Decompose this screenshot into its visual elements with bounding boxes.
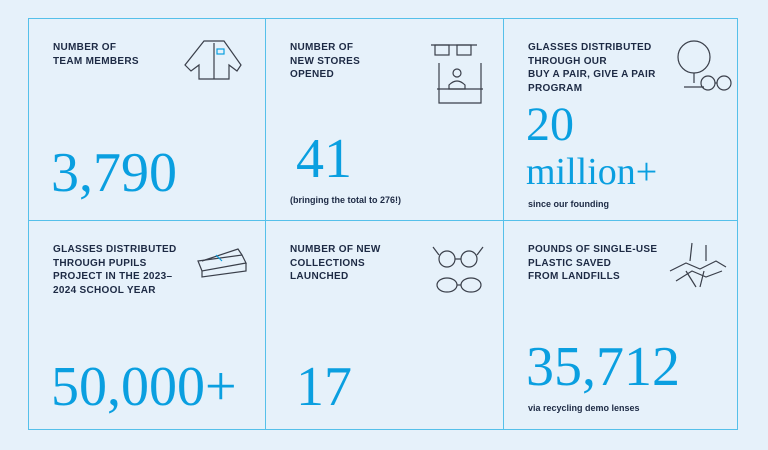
- stats-grid: Number of team members 3,790 Number of new…: [28, 18, 738, 430]
- stat-team-members: Number of team members 3,790: [29, 19, 266, 221]
- stat-value: 3,790: [51, 142, 177, 204]
- stat-caption: since our founding: [528, 199, 609, 209]
- stat-label-line: opened: [290, 69, 335, 80]
- stat-value: 41: [296, 128, 352, 190]
- stat-label-line: launched: [290, 271, 349, 282]
- stat-label: Number of team members: [53, 41, 139, 68]
- shirt-icon: [179, 37, 249, 88]
- stat-label-line: Glasses distributed: [53, 244, 177, 255]
- stat-collections: Number of new collections launched 17: [266, 221, 504, 429]
- stat-label: Glasses distributed through our Buy a Pair…: [528, 41, 656, 95]
- stat-label-line: new stores: [290, 55, 361, 67]
- stat-new-stores: Number of new stores opened 41 (bringing t…: [266, 19, 504, 221]
- stat-label-line: Number of: [53, 42, 117, 53]
- stat-label-line: team members: [53, 55, 139, 67]
- stat-label-line: collections: [290, 257, 365, 269]
- stat-label-line: program: [528, 82, 583, 94]
- stat-label: Glasses distributed through Pupils Project…: [53, 243, 177, 297]
- stat-label-line: Glasses distributed: [528, 42, 652, 53]
- stat-plastic-saved: Pounds of single-use plastic saved from la…: [504, 221, 737, 429]
- hands-icon: [666, 241, 730, 296]
- stat-label-line: Project in the 2023–: [53, 271, 173, 282]
- stat-label-line: 2024 school year: [53, 284, 156, 296]
- stat-buy-a-pair: Glasses distributed through our Buy a Pair…: [504, 19, 737, 221]
- stat-value: 35,712: [526, 336, 680, 398]
- stat-value: 50,000+: [51, 356, 237, 418]
- stat-label-line: from landfills: [528, 271, 620, 282]
- stat-value: 17: [296, 356, 352, 418]
- stat-label: Number of new stores opened: [290, 41, 360, 82]
- storefront-icon: [431, 39, 491, 110]
- stat-label-line: through Pupils: [53, 257, 147, 269]
- stat-label: Number of new collections launched: [290, 243, 381, 284]
- stat-value-line2: million+: [526, 151, 658, 193]
- stat-label-line: Buy a Pair, Give a Pair: [528, 69, 656, 80]
- stat-label-line: Pounds of single-use: [528, 244, 658, 255]
- stat-caption: via recycling demo lenses: [528, 403, 640, 413]
- globe-glasses-icon: [670, 37, 734, 102]
- stat-value-line1: 20: [526, 98, 574, 151]
- stat-caption: (bringing the total to 276!): [290, 195, 401, 205]
- stat-label-line: Number of: [290, 42, 354, 53]
- stat-label: Pounds of single-use plastic saved from la…: [528, 243, 657, 284]
- glasses-icon: [431, 241, 487, 302]
- books-icon: [194, 245, 250, 284]
- stat-pupils-project: Glasses distributed through Pupils Project…: [29, 221, 266, 429]
- stat-label-line: plastic saved: [528, 257, 612, 269]
- stat-label-line: Number of new: [290, 244, 381, 255]
- stat-label-line: through our: [528, 55, 607, 67]
